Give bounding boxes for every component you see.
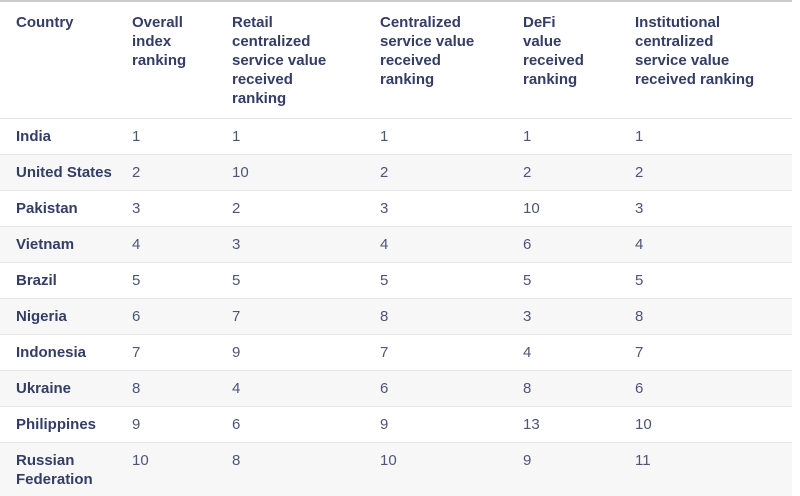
value-cell: 10	[380, 442, 523, 496]
country-cell: Nigeria	[0, 298, 132, 335]
table-row-united-states: United States 2 10 2 2 2	[0, 154, 792, 191]
value-cell: 6	[523, 226, 635, 263]
country-cell: Russian Federation	[0, 442, 132, 496]
value-cell: 4	[232, 370, 380, 407]
table-row-brazil: Brazil 5 5 5 5 5	[0, 262, 792, 299]
value-cell: 3	[523, 298, 635, 335]
value-cell: 8	[635, 298, 792, 335]
value-cell: 4	[635, 226, 792, 263]
value-cell: 9	[523, 442, 635, 496]
value-cell: 13	[523, 406, 635, 443]
value-cell: 2	[232, 190, 380, 227]
value-cell: 6	[380, 370, 523, 407]
table-body: India 1 1 1 1 1 United States 2 10 2 2 2…	[0, 118, 792, 496]
value-cell: 9	[132, 406, 232, 443]
value-cell: 6	[232, 406, 380, 443]
value-cell: 7	[132, 334, 232, 371]
column-header-defi: DeFi value received ranking	[523, 14, 584, 88]
value-cell: 10	[635, 406, 792, 443]
country-cell: Pakistan	[0, 190, 132, 227]
value-cell: 10	[132, 442, 232, 496]
column-header-centralized: Centralized service value received ranki…	[380, 14, 475, 88]
value-cell: 2	[635, 154, 792, 191]
value-cell: 3	[635, 190, 792, 227]
value-cell: 3	[380, 190, 523, 227]
country-cell: Philippines	[0, 406, 132, 443]
country-cell: Ukraine	[0, 370, 132, 407]
value-cell: 5	[523, 262, 635, 299]
table-header: Country Overall index ranking Retail cen…	[0, 1, 792, 119]
value-cell: 2	[132, 154, 232, 191]
value-cell: 4	[523, 334, 635, 371]
column-header-retail-centralized: Retail centralized service value receive…	[232, 14, 327, 107]
value-cell: 1	[132, 118, 232, 155]
value-cell: 6	[635, 370, 792, 407]
value-cell: 11	[635, 442, 792, 496]
table-row-russian-federation: Russian Federation 10 8 10 9 11	[0, 442, 792, 496]
table-row-indonesia: Indonesia 7 9 7 4 7	[0, 334, 792, 371]
table-row-vietnam: Vietnam 4 3 4 6 4	[0, 226, 792, 263]
value-cell: 7	[232, 298, 380, 335]
value-cell: 9	[232, 334, 380, 371]
column-header-country: Country	[16, 14, 74, 31]
value-cell: 1	[380, 118, 523, 155]
value-cell: 2	[380, 154, 523, 191]
value-cell: 4	[380, 226, 523, 263]
value-cell: 5	[232, 262, 380, 299]
value-cell: 5	[380, 262, 523, 299]
country-cell: Indonesia	[0, 334, 132, 371]
column-header-overall-index: Overall index ranking	[132, 14, 187, 69]
value-cell: 6	[132, 298, 232, 335]
value-cell: 3	[132, 190, 232, 227]
value-cell: 2	[523, 154, 635, 191]
value-cell: 7	[380, 334, 523, 371]
table-row-india: India 1 1 1 1 1	[0, 118, 792, 155]
value-cell: 8	[523, 370, 635, 407]
country-cell: India	[0, 118, 132, 155]
column-header-institutional: Institutional centralized service value …	[635, 14, 755, 88]
table-row-pakistan: Pakistan 3 2 3 10 3	[0, 190, 792, 227]
value-cell: 3	[232, 226, 380, 263]
value-cell: 1	[232, 118, 380, 155]
value-cell: 10	[523, 190, 635, 227]
value-cell: 5	[132, 262, 232, 299]
value-cell: 5	[635, 262, 792, 299]
value-cell: 9	[380, 406, 523, 443]
value-cell: 8	[232, 442, 380, 496]
value-cell: 1	[523, 118, 635, 155]
table-row-nigeria: Nigeria 6 7 8 3 8	[0, 298, 792, 335]
value-cell: 4	[132, 226, 232, 263]
value-cell: 7	[635, 334, 792, 371]
value-cell: 8	[380, 298, 523, 335]
value-cell: 10	[232, 154, 380, 191]
value-cell: 1	[635, 118, 792, 155]
country-cell: United States	[0, 154, 132, 191]
country-cell: Brazil	[0, 262, 132, 299]
header-row: Country Overall index ranking Retail cen…	[0, 1, 792, 119]
country-cell: Vietnam	[0, 226, 132, 263]
table-row-philippines: Philippines 9 6 9 13 10	[0, 406, 792, 443]
table-row-ukraine: Ukraine 8 4 6 8 6	[0, 370, 792, 407]
value-cell: 8	[132, 370, 232, 407]
